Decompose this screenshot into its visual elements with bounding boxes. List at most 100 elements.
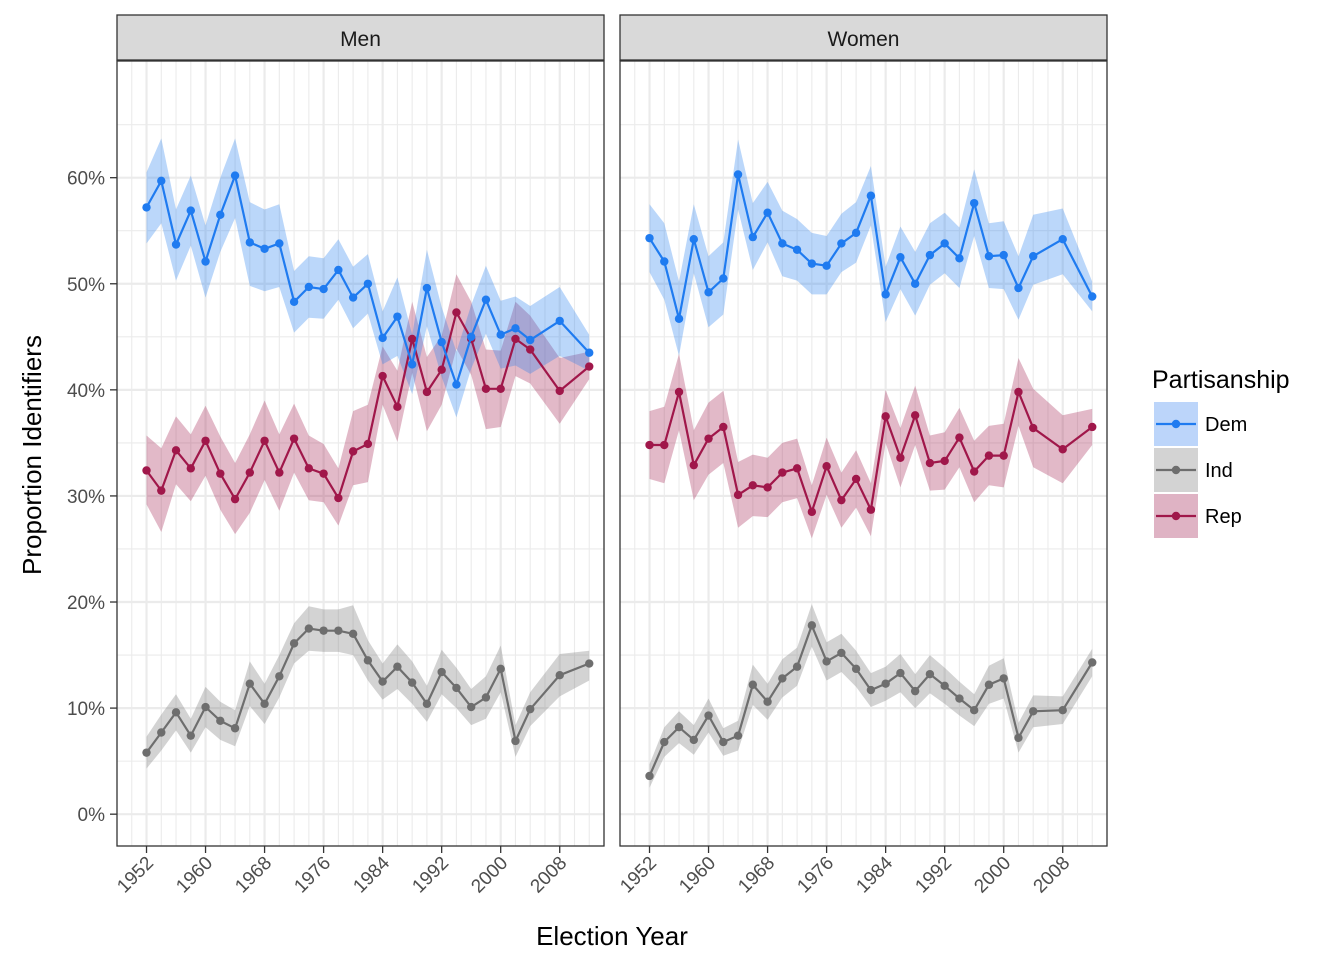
x-tick-label: 1960 [675,853,720,898]
data-point-rep [289,434,299,443]
facet-strip [116,14,605,61]
data-point-rep [422,387,432,397]
data-point-rep [822,462,831,471]
data-point-dem [393,312,402,321]
data-point-rep [778,468,787,477]
data-point-dem [452,380,461,389]
data-point-ind [792,662,802,671]
legend-key-point [1171,419,1181,429]
x-axis-title: Election Year [536,921,688,951]
data-point-ind [171,708,181,717]
panel-border [116,60,605,847]
data-point-rep [481,384,491,393]
data-point-ind [1058,706,1067,715]
y-tick-label: 60% [67,169,105,190]
data-point-rep [348,447,358,456]
legend-key-point [1171,511,1181,521]
data-point-ind [275,672,284,681]
legend-label: Ind [1205,460,1233,482]
data-point-rep [142,466,151,475]
data-point-dem [822,261,831,270]
data-point-ind [969,706,979,715]
data-point-dem [186,206,195,215]
data-point-ind [674,722,684,732]
data-point-rep [407,334,417,344]
data-point-dem [437,337,446,347]
data-point-dem [955,254,964,263]
legend-label: Rep [1205,506,1242,528]
x-axis: 1952 1960 1968 1976 1984 1992 2000 2008 [616,846,1074,897]
data-point-rep [186,464,195,473]
data-point-ind [289,639,299,648]
data-point-ind [452,683,461,693]
data-point-ind [363,656,373,665]
data-point-ind [304,624,314,633]
data-point-dem [378,333,387,343]
data-point-dem [969,198,979,208]
data-point-dem [999,250,1008,260]
data-point-dem [363,279,373,288]
y-axis: 0% 10% 20% 30% 40% 50% 60% [67,169,117,826]
data-point-ind [555,671,564,680]
data-point-dem [407,360,417,369]
data-point-dem [674,314,684,323]
data-point-dem [645,233,654,243]
data-point-rep [660,440,669,450]
data-point-rep [1058,445,1067,454]
data-point-dem [481,295,491,304]
data-point-dem [763,208,772,217]
data-point-dem [984,251,994,261]
data-point-dem [778,239,787,248]
data-point-dem [216,210,225,220]
legend-item-dem: Dem [1154,402,1247,446]
data-point-rep [704,434,713,443]
panel-border [619,60,1108,847]
data-point-dem [334,265,343,275]
data-point-ind [1088,658,1097,667]
facet-strip [619,14,1108,61]
data-point-dem [585,348,594,357]
data-point-rep [363,439,373,449]
gridlines [620,61,1107,846]
x-tick-label: 1984 [852,852,897,897]
data-point-dem [733,170,743,179]
data-point-ind [526,704,535,714]
data-point-rep [378,371,387,381]
panel-data [142,138,594,769]
confidence-band-ind [146,605,590,769]
data-point-ind [999,674,1008,683]
data-point-rep [645,440,654,450]
confidence-band-rep [649,353,1093,539]
data-point-rep [674,387,684,397]
data-point-rep [216,469,225,478]
data-point-ind [142,748,151,757]
x-tick-label: 1976 [793,853,838,898]
data-point-dem [910,279,920,288]
y-tick-label: 40% [67,381,105,402]
y-tick-label: 20% [67,593,105,614]
x-tick-label: 1976 [290,853,335,898]
data-point-rep [748,481,758,490]
data-point-dem [201,257,210,266]
data-point-ind [378,677,387,686]
data-point-ind [645,771,654,781]
x-axis: 1952 1960 1968 1976 1984 1992 2000 2008 [113,846,571,897]
data-point-dem [866,191,876,200]
data-point-ind [704,711,713,720]
data-point-dem [422,283,432,293]
data-point-dem [1088,292,1097,301]
data-point-ind [984,680,994,689]
data-point-dem [171,240,181,249]
data-point-ind [245,679,255,688]
data-point-rep [304,464,314,473]
legend-items: Dem Ind Rep [1154,402,1247,538]
data-point-dem [526,335,535,345]
data-point-ind [719,737,728,747]
data-point-ind [896,668,905,678]
data-point-dem [555,316,564,326]
data-point-rep [437,365,446,374]
data-point-rep [230,494,240,504]
data-point-rep [201,436,210,445]
data-point-rep [334,493,343,503]
panel-men: Men 1952 1960 1968 1976 1984 1992 2000 2008 0% 10%… [67,14,605,897]
